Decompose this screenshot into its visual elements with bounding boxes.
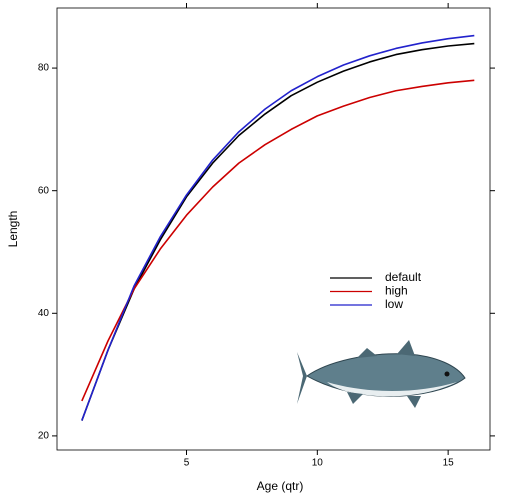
x-axis-label: Age (qtr) bbox=[257, 479, 304, 493]
x-tick-label: 15 bbox=[443, 458, 455, 469]
x-tick-label: 5 bbox=[184, 458, 190, 469]
series-line bbox=[81, 34, 475, 421]
series-line bbox=[81, 79, 475, 402]
plot-frame bbox=[56, 7, 491, 451]
legend-label: high bbox=[385, 284, 408, 298]
legend-label: low bbox=[385, 297, 403, 311]
fish-illustration bbox=[297, 340, 466, 408]
y-axis-label: Length bbox=[6, 211, 20, 248]
y-tick-label: 20 bbox=[38, 431, 50, 442]
y-tick-label: 80 bbox=[38, 63, 50, 74]
legend-label: default bbox=[385, 270, 422, 284]
y-tick-label: 40 bbox=[38, 308, 50, 319]
x-tick-label: 10 bbox=[312, 458, 324, 469]
series-line bbox=[81, 42, 475, 421]
y-tick-label: 60 bbox=[38, 185, 50, 196]
